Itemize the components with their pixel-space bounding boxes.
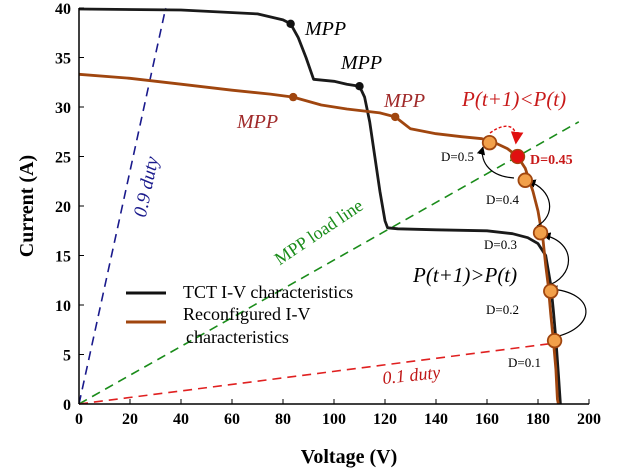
arrow-d02-to-d03: [542, 232, 569, 287]
load-line-label-0.1-duty: 0.1 duty: [381, 362, 441, 388]
x-tick-label: 160: [475, 411, 499, 428]
mpp-marker-0: [286, 19, 295, 29]
load-line-label-0.9-duty: 0.9 duty: [130, 154, 163, 219]
arrow-d04-to-d05: [476, 146, 515, 179]
duty-point-D=0.5: [481, 134, 498, 151]
y-tick-label: 25: [55, 150, 71, 167]
optimum-duty-point: [509, 148, 526, 165]
x-tick-labels: 0 20 40 60 80 100 120 140 160 180 200: [75, 411, 601, 428]
y-tick-label: 5: [63, 348, 71, 365]
axes: [78, 7, 590, 405]
y-tick-label: 20: [55, 199, 71, 216]
x-tick-label: 60: [224, 411, 240, 428]
load-lines: [78, 7, 580, 405]
x-tick-label: 120: [373, 411, 397, 428]
load-line-1: [78, 121, 580, 405]
x-tick-label: 20: [122, 411, 138, 428]
y-tick-label: 10: [55, 298, 71, 315]
arrow-d03-to-d04: [527, 179, 551, 227]
mpp-label-tct-2: MPP: [340, 52, 382, 74]
duty-point-D=0.3: [532, 225, 549, 241]
load-line-label-mpp: MPP load line: [271, 195, 367, 269]
y-tick-label: 40: [55, 1, 71, 18]
x-tick-label: 80: [275, 411, 291, 428]
x-tick-label: 100: [322, 411, 346, 428]
x-tick-label: 40: [173, 411, 189, 428]
y-tick-labels: 0 5 10 15 20 25 30 35 40: [55, 1, 71, 414]
duty-point-D=0.2: [543, 283, 559, 299]
y-axis-title: Current (A): [16, 155, 38, 257]
y-tick-label: 15: [55, 249, 71, 266]
y-tick-label: 35: [55, 51, 71, 68]
markers: [286, 19, 563, 349]
mpp-marker-2: [289, 92, 298, 102]
arrow-d05-to-optimum: [489, 125, 524, 145]
tct-iv-curve: [78, 7, 562, 405]
mpp-marker-3: [391, 112, 400, 122]
x-tick-label: 180: [526, 411, 550, 428]
y-tick-label: 0: [63, 397, 71, 414]
legend-label-reconfigured-2: characteristics: [186, 327, 289, 347]
x-tick-label: 140: [424, 411, 448, 428]
p-increase-label: P(t+1)>P(t): [412, 263, 517, 287]
p-decrease-label: P(t+1)<P(t): [461, 87, 566, 111]
load-line-0: [78, 7, 167, 405]
mpp-label-tct-1: MPP: [304, 18, 346, 40]
duty-point-D=0.1: [546, 332, 563, 349]
x-tick-label: 0: [75, 411, 83, 428]
legend-label-reconfigured-1: Reconfigured I-V: [183, 304, 310, 324]
x-tick-label: 200: [577, 411, 601, 428]
duty-label-d03: D=0.3: [484, 237, 517, 252]
legend-label-tct: TCT I-V characteristics: [183, 282, 353, 302]
duty-label-d02: D=0.2: [486, 302, 519, 317]
mpp-label-reconf-1: MPP: [236, 111, 278, 133]
perturb-arrows: [476, 125, 587, 338]
duty-label-d01: D=0.1: [508, 355, 541, 370]
legend: TCT I-V characteristics Reconfigured I-V…: [126, 282, 353, 347]
duty-label-d05: D=0.5: [441, 149, 474, 164]
duty-label-d04: D=0.4: [486, 192, 519, 207]
load-line-2: [78, 342, 551, 405]
mpp-label-reconf-2: MPP: [383, 90, 425, 112]
arrow-d01-to-d02: [549, 285, 587, 338]
duty-point-D=0.4: [517, 172, 533, 188]
x-axis-title: Voltage (V): [301, 446, 397, 468]
duty-label-optimum: D=0.45: [530, 153, 573, 168]
y-tick-label: 30: [55, 100, 71, 117]
mpp-marker-1: [355, 82, 364, 91]
